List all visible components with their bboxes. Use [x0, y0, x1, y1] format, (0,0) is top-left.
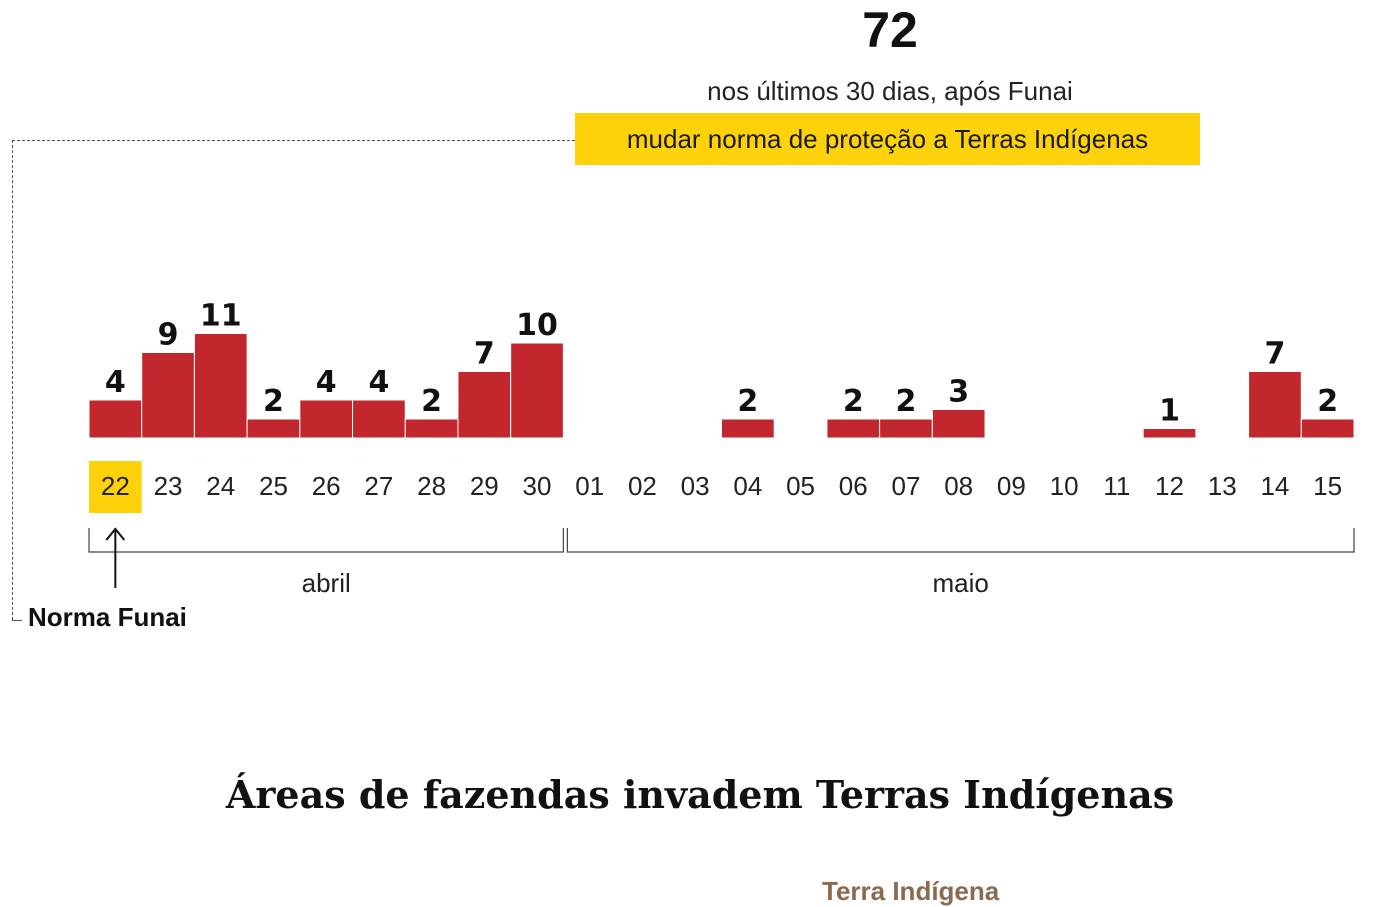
tick-label-30: 30 [523, 471, 552, 501]
highlight-day-box [89, 461, 142, 513]
bar-14 [1248, 371, 1302, 439]
tick-label-01: 01 [575, 471, 604, 501]
bar-25 [246, 418, 301, 439]
tick-label-07: 07 [892, 471, 921, 501]
tick-label-08: 08 [944, 471, 973, 501]
data-label-24: 11 [200, 299, 242, 334]
bar-24 [193, 333, 248, 439]
tick-label-29: 29 [470, 471, 499, 501]
month-bracket-maio [566, 528, 1355, 553]
data-label-08: 3 [948, 375, 969, 410]
month-bracket-abril [88, 528, 564, 553]
tick-label-12: 12 [1155, 471, 1184, 501]
data-label-28: 2 [421, 384, 442, 419]
tick-label-24: 24 [206, 471, 235, 501]
bar-08 [931, 409, 986, 439]
tick-label-15: 15 [1313, 471, 1342, 501]
data-label-04: 2 [737, 384, 758, 419]
tick-label-02: 02 [628, 471, 657, 501]
bar-29 [457, 371, 512, 439]
bar-06 [826, 418, 881, 439]
data-label-22: 4 [105, 365, 126, 400]
bar-22 [88, 399, 143, 439]
annotation-connector-vertical [12, 140, 13, 620]
tick-label-09: 09 [997, 471, 1026, 501]
bar-26 [299, 399, 354, 439]
arrow-head-icon [105, 527, 126, 541]
norma-funai-label: Norma Funai [28, 602, 187, 632]
annotation-connector-end [12, 620, 22, 621]
tick-label-14: 14 [1260, 471, 1289, 501]
data-label-30: 10 [516, 308, 558, 343]
tick-label-27: 27 [364, 471, 393, 501]
bar-04 [721, 418, 775, 439]
legend-terra-indigena: Terra Indígena [822, 876, 1000, 906]
bar-28 [404, 418, 459, 439]
bar-15 [1300, 418, 1355, 439]
data-label-23: 9 [158, 318, 179, 353]
bar-12 [1142, 428, 1197, 439]
data-label-07: 2 [896, 384, 917, 419]
data-label-26: 4 [316, 365, 337, 400]
tick-label-13: 13 [1208, 471, 1237, 501]
annotation-connector-horizontal [12, 140, 575, 141]
month-label-abril: abril [302, 568, 351, 598]
bar-23 [141, 352, 195, 439]
data-label-27: 4 [368, 365, 389, 400]
bar-07 [879, 418, 933, 439]
month-label-maio: maio [933, 568, 989, 598]
data-label-06: 2 [843, 384, 864, 419]
tick-label-03: 03 [681, 471, 710, 501]
subtitle: nos últimos 30 dias, após Funai [707, 76, 1073, 106]
tick-label-06: 06 [839, 471, 868, 501]
tick-label-22: 22 [101, 471, 130, 501]
data-label-14: 7 [1265, 337, 1286, 372]
tick-label-26: 26 [312, 471, 341, 501]
tick-label-11: 11 [1103, 471, 1130, 501]
tick-label-05: 05 [786, 471, 815, 501]
data-label-25: 2 [263, 384, 284, 419]
bar-27 [352, 399, 406, 439]
tick-label-10: 10 [1050, 471, 1079, 501]
tick-label-04: 04 [733, 471, 762, 501]
tick-label-23: 23 [154, 471, 183, 501]
tick-label-25: 25 [259, 471, 288, 501]
tick-label-28: 28 [417, 471, 446, 501]
total-count: 72 [862, 2, 918, 58]
bar-30 [510, 342, 564, 439]
data-label-29: 7 [474, 337, 495, 372]
highlight-label: mudar norma de proteção a Terras Indígen… [575, 113, 1200, 165]
data-label-15: 2 [1317, 384, 1338, 419]
data-label-12: 1 [1159, 394, 1180, 429]
section-title: Áreas de fazendas invadem Terras Indígen… [225, 772, 1175, 817]
